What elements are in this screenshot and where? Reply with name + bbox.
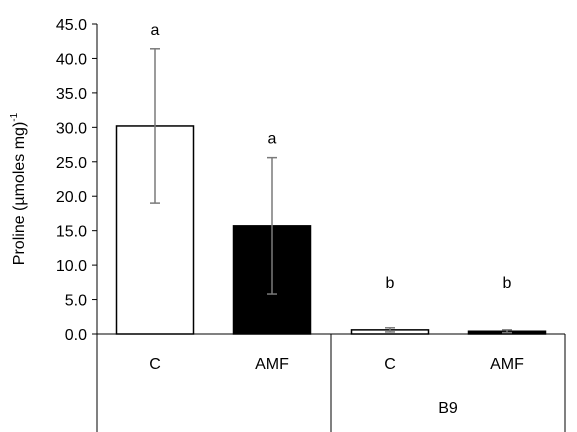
y-axis-label: Proline (µmoles mg)-1 — [9, 112, 28, 265]
y-tick-label: 20.0 — [56, 189, 87, 206]
significance-letter: b — [503, 275, 512, 292]
axes — [96, 24, 566, 432]
y-tick-label: 30.0 — [56, 120, 87, 137]
error-bars — [150, 48, 512, 334]
y-tick-label: 35.0 — [56, 86, 87, 103]
significance-letter: b — [386, 275, 395, 292]
x-group-label: B9 — [438, 400, 458, 417]
y-axis-label-text: Proline (µmoles mg) — [11, 122, 28, 265]
y-tick-label: 40.0 — [56, 51, 87, 68]
significance-letter: a — [151, 22, 160, 39]
y-tick-label: 5.0 — [65, 293, 87, 310]
x-category-label: C — [384, 356, 396, 373]
y-tick-label: 15.0 — [56, 224, 87, 241]
x-category-label: AMF — [255, 356, 289, 373]
y-axis-label-superscript: -1 — [9, 112, 20, 121]
x-axis-labels: C AMF C AMF B9 — [149, 356, 524, 417]
x-category-label: C — [149, 356, 161, 373]
x-category-label: AMF — [490, 356, 524, 373]
y-tick-label: 25.0 — [56, 155, 87, 172]
y-tick-label: 10.0 — [56, 258, 87, 275]
bars — [115, 125, 547, 335]
y-axis-ticks: 0.0 5.0 10.0 15.0 20.0 25.0 30.0 35.0 40.0 45.0 — [56, 17, 97, 344]
significance-letter: a — [268, 131, 277, 148]
y-tick-label: 0.0 — [65, 327, 87, 344]
significance-letters: a a b b — [151, 22, 512, 292]
y-tick-label: 45.0 — [56, 17, 87, 34]
